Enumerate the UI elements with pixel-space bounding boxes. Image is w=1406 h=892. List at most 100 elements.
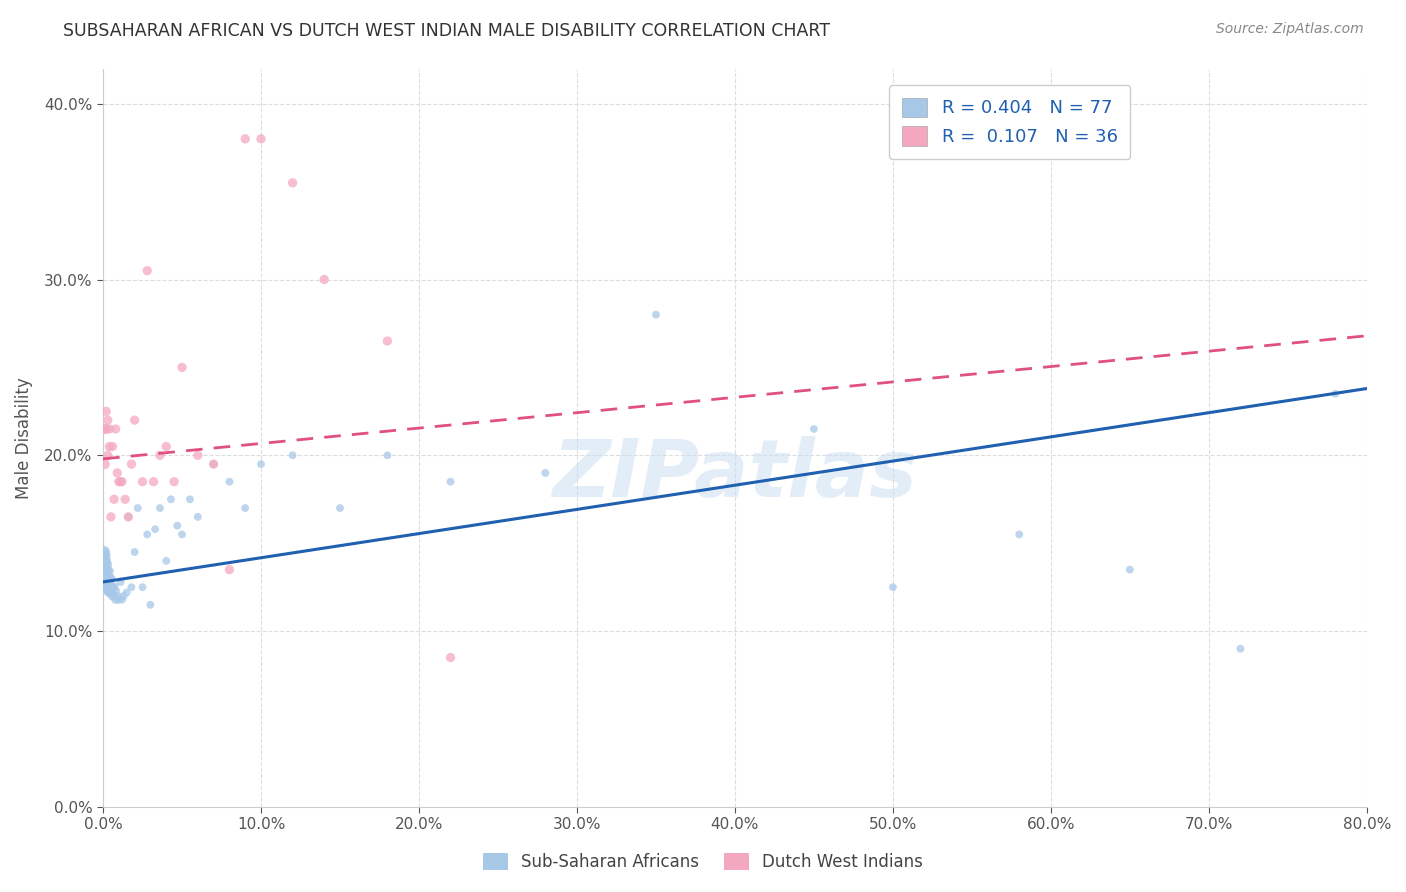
Point xyxy=(233,501,256,516)
Point xyxy=(104,422,127,436)
Point xyxy=(250,132,273,146)
Point xyxy=(187,509,209,524)
Point xyxy=(97,413,120,427)
Point xyxy=(93,558,115,572)
Point xyxy=(96,404,118,418)
Point xyxy=(93,558,115,572)
Point xyxy=(93,422,115,436)
Point xyxy=(1229,641,1251,656)
Point xyxy=(98,440,121,454)
Point xyxy=(166,518,188,533)
Point xyxy=(101,580,124,594)
Point xyxy=(104,592,127,607)
Point xyxy=(93,571,115,585)
Point xyxy=(93,545,115,559)
Point xyxy=(160,492,183,507)
Point xyxy=(100,578,122,592)
Point xyxy=(117,509,139,524)
Point xyxy=(1324,386,1347,401)
Point xyxy=(105,466,128,480)
Point xyxy=(136,527,159,541)
Point xyxy=(105,589,128,603)
Point xyxy=(93,554,115,568)
Point xyxy=(149,501,172,516)
Point xyxy=(803,422,825,436)
Point xyxy=(281,176,304,190)
Point xyxy=(112,589,135,603)
Point xyxy=(93,563,115,577)
Point xyxy=(121,580,143,594)
Point xyxy=(149,448,172,462)
Point xyxy=(96,580,118,594)
Point xyxy=(93,550,115,565)
Point xyxy=(93,545,115,559)
Point xyxy=(314,272,336,286)
Point xyxy=(97,583,120,598)
Point xyxy=(117,509,139,524)
Point xyxy=(104,583,127,598)
Point xyxy=(101,589,124,603)
Point xyxy=(187,448,209,462)
Point xyxy=(96,561,118,575)
Point xyxy=(115,585,138,599)
Point xyxy=(96,422,118,436)
Point xyxy=(97,563,120,577)
Point xyxy=(93,554,115,568)
Point xyxy=(108,592,131,607)
Point xyxy=(93,580,115,594)
Point xyxy=(93,457,115,471)
Point xyxy=(124,413,146,427)
Legend: Sub-Saharan Africans, Dutch West Indians: Sub-Saharan Africans, Dutch West Indians xyxy=(474,845,932,880)
Point xyxy=(329,501,352,516)
Point xyxy=(98,571,121,585)
Point xyxy=(170,360,193,375)
Point xyxy=(233,132,256,146)
Point xyxy=(100,509,122,524)
Text: Source: ZipAtlas.com: Source: ZipAtlas.com xyxy=(1216,22,1364,37)
Point xyxy=(131,475,153,489)
Point xyxy=(100,571,122,585)
Point xyxy=(93,563,115,577)
Point xyxy=(103,580,125,594)
Point xyxy=(93,550,115,565)
Point xyxy=(98,585,121,599)
Point xyxy=(97,558,120,572)
Point xyxy=(534,466,557,480)
Point xyxy=(439,650,461,665)
Point xyxy=(98,565,121,579)
Point xyxy=(124,545,146,559)
Text: ZIPatlas: ZIPatlas xyxy=(553,435,918,514)
Point xyxy=(98,578,121,592)
Point xyxy=(103,589,125,603)
Point xyxy=(97,578,120,592)
Point xyxy=(98,422,121,436)
Point xyxy=(377,334,399,348)
Point xyxy=(110,574,132,589)
Point xyxy=(139,598,162,612)
Point xyxy=(142,475,165,489)
Point xyxy=(97,569,120,583)
Text: SUBSAHARAN AFRICAN VS DUTCH WEST INDIAN MALE DISABILITY CORRELATION CHART: SUBSAHARAN AFRICAN VS DUTCH WEST INDIAN … xyxy=(63,22,831,40)
Y-axis label: Male Disability: Male Disability xyxy=(15,377,32,499)
Point xyxy=(111,475,134,489)
Point xyxy=(882,580,904,594)
Point xyxy=(136,263,159,277)
Point xyxy=(93,574,115,589)
Point xyxy=(96,574,118,589)
Point xyxy=(96,554,118,568)
Point xyxy=(202,457,225,471)
Point xyxy=(155,554,177,568)
Point xyxy=(127,501,149,516)
Point xyxy=(250,457,273,471)
Point xyxy=(108,475,131,489)
Point xyxy=(179,492,201,507)
Point xyxy=(281,448,304,462)
Point xyxy=(143,522,166,536)
Point xyxy=(121,457,143,471)
Point xyxy=(97,448,120,462)
Point xyxy=(111,592,134,607)
Point xyxy=(645,308,668,322)
Point xyxy=(1119,563,1142,577)
Point xyxy=(155,440,177,454)
Point xyxy=(100,585,122,599)
